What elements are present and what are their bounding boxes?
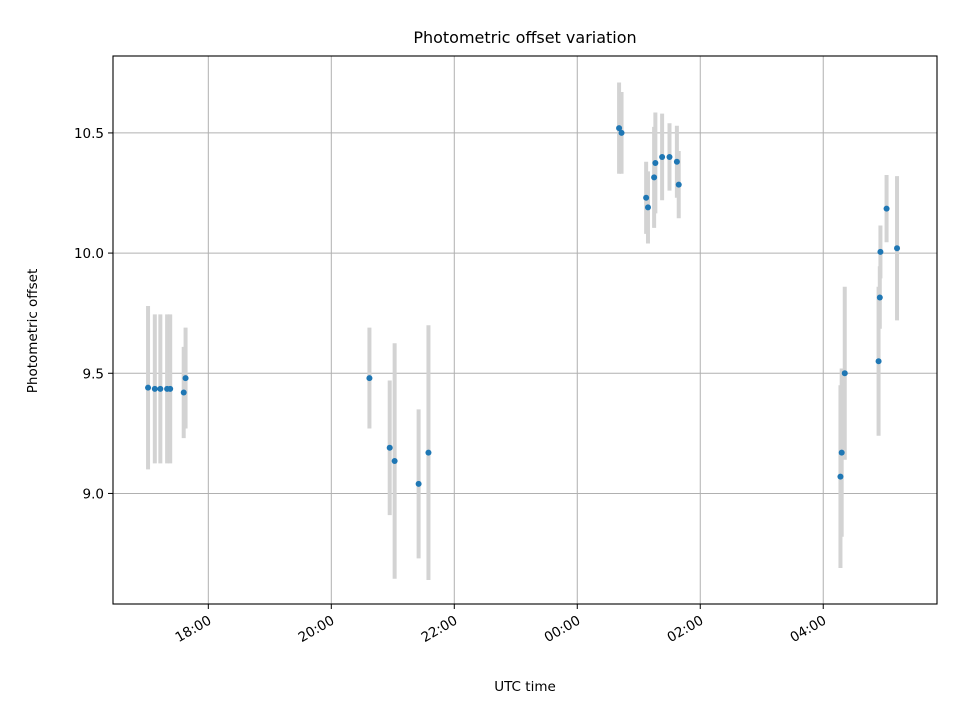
data-point	[180, 389, 187, 396]
y-tick-label: 10.0	[74, 246, 104, 262]
data-point	[182, 375, 189, 382]
data-point	[157, 385, 164, 392]
data-point	[659, 153, 666, 160]
data-point	[652, 159, 659, 166]
data-markers	[145, 125, 901, 487]
chart-title: Photometric offset variation	[413, 28, 636, 47]
data-point	[366, 375, 373, 382]
data-point	[386, 444, 393, 451]
y-tick-label: 9.5	[83, 366, 104, 382]
data-point	[883, 205, 890, 212]
data-point	[415, 480, 422, 487]
data-point	[616, 125, 623, 132]
data-point	[666, 153, 673, 160]
data-point	[673, 158, 680, 165]
y-tick-label: 10.5	[74, 126, 104, 142]
data-point	[876, 294, 883, 301]
data-point	[838, 449, 845, 456]
grid-lines	[113, 56, 937, 604]
data-point	[894, 245, 901, 252]
data-point	[167, 385, 174, 392]
data-point	[151, 385, 158, 392]
data-point	[425, 449, 432, 456]
data-point	[837, 473, 844, 480]
data-point	[651, 174, 658, 181]
data-point	[145, 384, 152, 391]
data-point	[643, 194, 650, 201]
data-point	[841, 370, 848, 377]
x-axis-label: UTC time	[494, 679, 556, 695]
data-point	[675, 181, 682, 188]
y-axis-label: Photometric offset	[25, 269, 41, 393]
data-point	[644, 204, 651, 211]
y-tick-label: 9.0	[83, 486, 104, 502]
data-point	[875, 358, 882, 365]
data-point	[391, 457, 398, 464]
plot-frame	[112, 55, 938, 605]
data-point	[877, 248, 884, 255]
data-point	[618, 129, 625, 136]
y-axis-ticks: 9.0 9.5 10.0 10.5	[74, 126, 113, 502]
